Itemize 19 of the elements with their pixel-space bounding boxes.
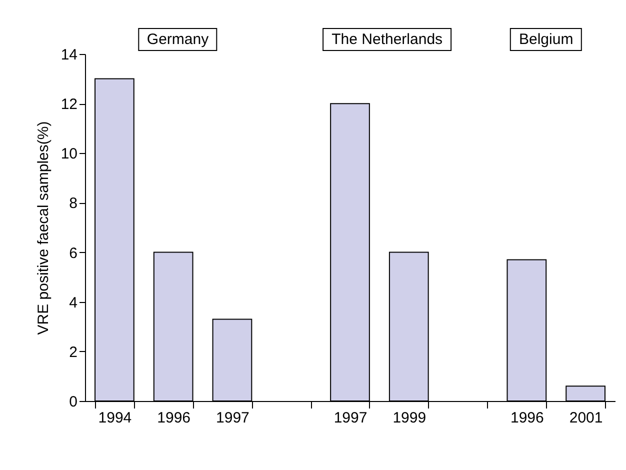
x-tick-label: 1994 (98, 410, 132, 426)
y-tick-label: 4 (69, 294, 78, 312)
y-tick-label: 6 (69, 244, 78, 262)
text: The Netherlands (322, 28, 452, 51)
x-tick-label: 1996 (157, 410, 191, 426)
text: Belgium (510, 28, 582, 51)
x-tick-label: 1996 (510, 410, 544, 426)
y-tick-label: 14 (60, 46, 78, 64)
y-axis-title: VRE positive faecal samples(%) (34, 121, 52, 335)
y-tick-label: 0 (69, 394, 78, 410)
y-tick-label: 8 (69, 195, 78, 212)
y-tick-label: 2 (69, 344, 78, 361)
x-tick-label: 1997 (334, 410, 368, 426)
x-tick-label: 2001 (569, 410, 603, 426)
text: Germany (138, 28, 218, 51)
x-tick-label: 1999 (392, 410, 426, 426)
y-tick-label: 10 (60, 146, 78, 163)
x-tick-label: 1997 (216, 410, 250, 426)
y-tick-label: 12 (60, 96, 78, 114)
